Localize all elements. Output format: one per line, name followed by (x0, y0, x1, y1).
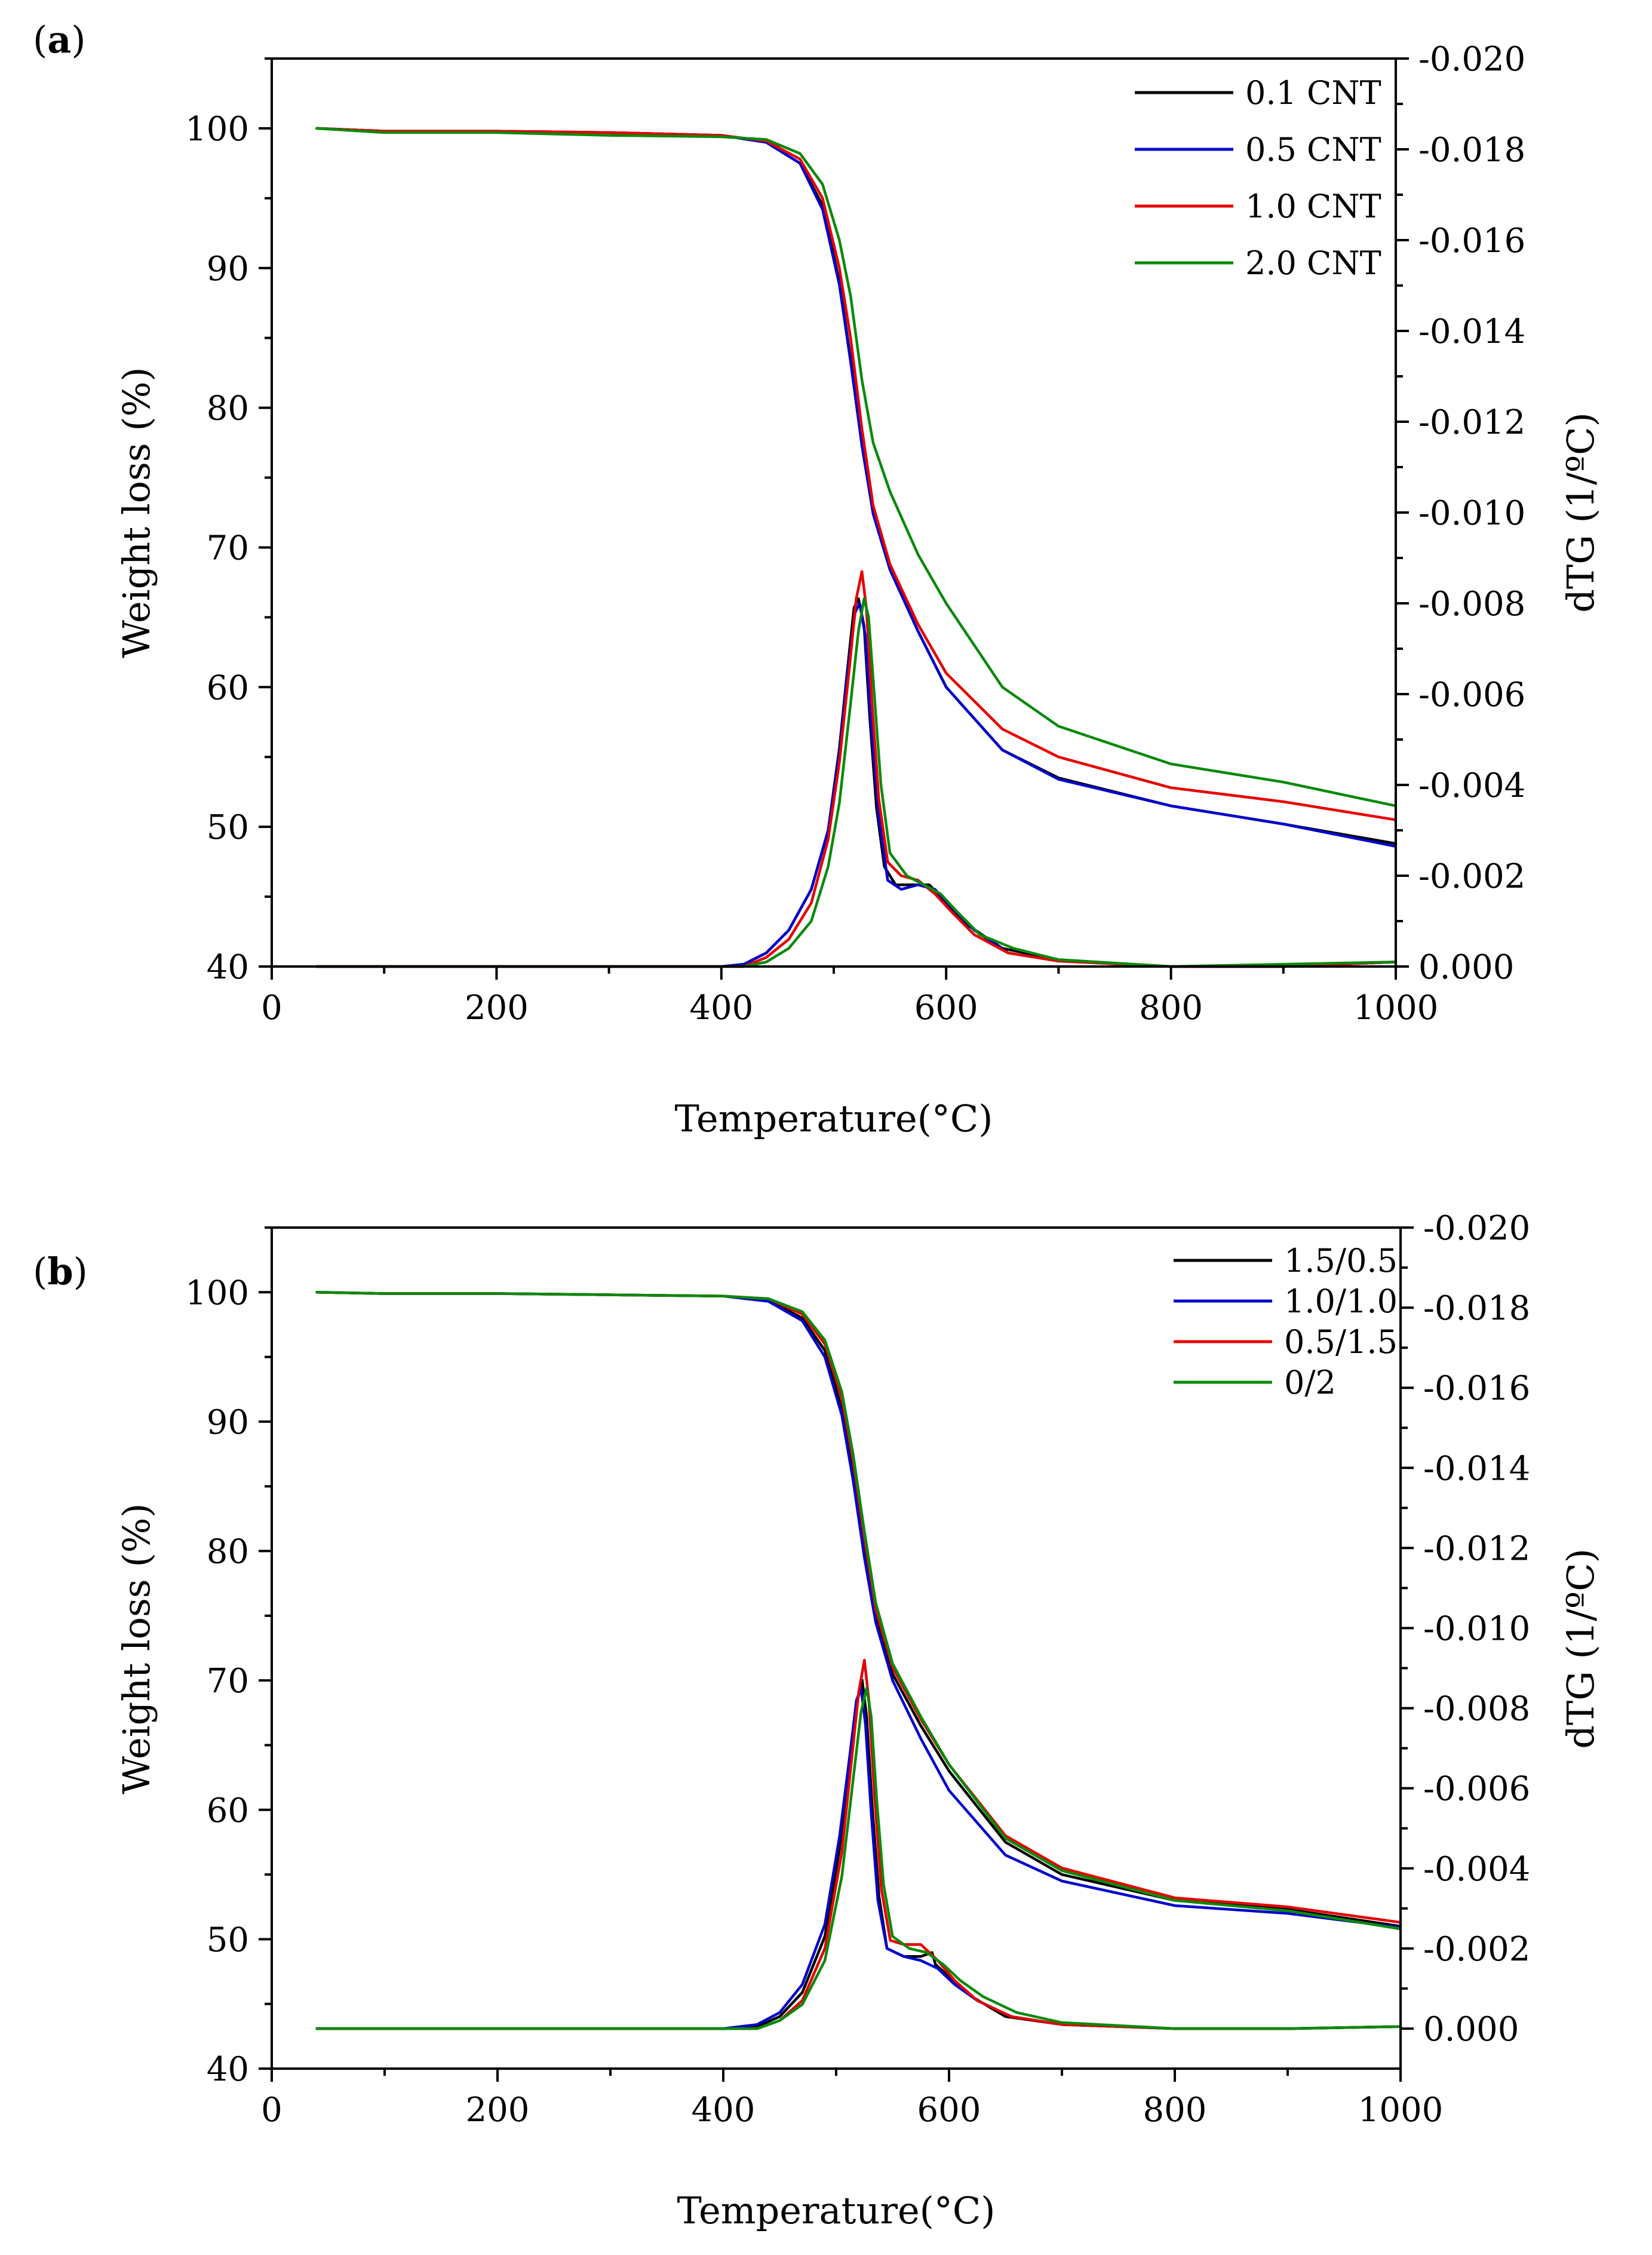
panel-a-xtick-label: 0 (261, 989, 283, 1027)
panel-b-y2tick-label: -0.008 (1423, 1690, 1530, 1729)
panel-a-xtick-label: 800 (1139, 989, 1203, 1027)
panel-a-y2label: dTG (1/ºC) (1559, 412, 1602, 613)
panel-b-xtick-label: 800 (1143, 2091, 1207, 2130)
panel-b-ytick-label: 90 (207, 1403, 249, 1442)
panel-b-weight-curve-0-5-1-5 (315, 1291, 1402, 1924)
panel-a-xlabel: Temperature(°C) (675, 1097, 993, 1140)
panel-b-xtick-label: 0 (261, 2091, 283, 2130)
panel-b-ytick-label: 60 (207, 1791, 249, 1830)
panel-a-dtg-curve-1-0-cnt (315, 570, 1398, 968)
panel-b-weight-curve-1-5-0-5 (315, 1291, 1402, 1928)
panel-b-y2tick-label: 0.000 (1423, 2010, 1519, 2049)
panel-b-xtick-label: 200 (466, 2091, 530, 2130)
panel-a-legend-label-0-1-cnt: 0.1 CNT (1245, 74, 1381, 112)
panel-a-y2tick-label: -0.010 (1418, 494, 1525, 533)
panel-b-y2tick-label: -0.018 (1423, 1289, 1530, 1328)
panel-a-weight-curve-0-1-cnt (315, 127, 1398, 845)
panel-a-xtick-label: 200 (465, 989, 529, 1027)
panel-b-dtg-curve-1-5-0-5 (315, 1679, 1402, 2030)
panel-b-ytick-label: 70 (207, 1662, 249, 1701)
panel-b-legend-label-1-5-0-5: 1.5/0.5 (1284, 1242, 1398, 1280)
panel-b-y2tick-label: -0.004 (1423, 1850, 1530, 1889)
panel-a-y2tick-label: -0.002 (1418, 857, 1525, 896)
panel-b-legend-label-1-0-1-0: 1.0/1.0 (1284, 1283, 1398, 1320)
panel-b-ylabel: Weight loss (%) (115, 1503, 158, 1794)
panel-a-ylabel: Weight loss (%) (115, 367, 158, 658)
panel-a-ytick-label: 50 (207, 808, 249, 847)
panel-b-dtg-curve-0-2 (315, 1686, 1402, 2030)
panel-b-ytick-label: 80 (207, 1533, 249, 1572)
panel-a-ytick-label: 60 (207, 668, 249, 707)
panel-b-y2tick-label: -0.014 (1423, 1449, 1530, 1488)
panel-a-y2tick-label: -0.004 (1418, 766, 1525, 805)
panel-a-ytick-label: 100 (185, 110, 249, 149)
panel-b-xtick-label: 600 (917, 2091, 981, 2130)
panel-a-label: (a) (33, 18, 86, 62)
panel-b-legend-label-0-5-1-5: 0.5/1.5 (1284, 1323, 1398, 1361)
panel-a-y2tick-label: -0.016 (1418, 222, 1525, 260)
panel-a-y2tick-label: -0.008 (1418, 585, 1525, 624)
panel-a-weight-curve-1-0-cnt (315, 127, 1398, 821)
panel-a-y2tick-label: -0.012 (1418, 403, 1525, 442)
panel-a-ytick-label: 80 (207, 389, 249, 428)
panel-a-chart: (a) 0 200 400 600 800 1000 40 50 60 70 80 90 100 0.… (33, 18, 1602, 1140)
panel-a-legend: 0.1 CNT 0.5 CNT 1.0 CNT 2.0 CNT (1135, 74, 1381, 282)
panel-a-ytick-label: 70 (207, 529, 249, 567)
panel-b-dtg-curve-0-5-1-5 (315, 1658, 1402, 2030)
panel-a-dtg-curve-2-0-cnt (315, 597, 1398, 968)
panel-b-y2tick-label: -0.016 (1423, 1369, 1530, 1408)
panel-b-y2tick-label: -0.020 (1423, 1209, 1530, 1248)
panel-b-legend-label-0-2: 0/2 (1284, 1364, 1336, 1401)
panel-b-ytick-label: 100 (185, 1274, 249, 1312)
panel-b-label: (b) (33, 1250, 88, 1293)
panel-a-weight-curve-2-0-cnt (315, 127, 1398, 808)
panel-b-ytick-label: 50 (207, 1920, 249, 1959)
panel-a-legend-label-1-0-cnt: 1.0 CNT (1245, 188, 1381, 225)
panel-b-y2tick-label: -0.006 (1423, 1770, 1530, 1809)
panel-b-weight-curve-1-0-1-0 (315, 1291, 1402, 1929)
panel-a-xtick-label: 600 (914, 989, 978, 1027)
panel-a-xtick-label: 400 (689, 989, 753, 1027)
panel-a-ytick-label: 40 (207, 948, 249, 987)
panel-b-xlabel: Temperature(°C) (677, 2189, 996, 2232)
panel-b-xtick-label: 1000 (1358, 2091, 1444, 2130)
panel-b-legend: 1.5/0.51.0/1.00.5/1.50/2 (1174, 1242, 1398, 1401)
panel-b-y2tick-label: -0.010 (1423, 1609, 1530, 1648)
panel-a-legend-label-2-0-cnt: 2.0 CNT (1245, 244, 1381, 282)
panel-b-weight-curve-0-2 (315, 1291, 1402, 1931)
panel-a-y2tick-label: -0.018 (1418, 131, 1525, 170)
panel-a-legend-label-0-5-cnt: 0.5 CNT (1245, 131, 1381, 168)
panel-b-y2tick-label: -0.012 (1423, 1529, 1530, 1568)
panel-a-xtick-label: 1000 (1353, 989, 1439, 1027)
panel-a-y2tick-label: -0.020 (1418, 40, 1525, 79)
panel-b-chart: (b) 0 200 400 600 800 1000 40 50 60 70 80 90 100 0.… (33, 1209, 1602, 2232)
panel-b-curves (315, 1291, 1402, 2030)
panel-b-frame (271, 1226, 1402, 2070)
panel-a-weight-curve-0-5-cnt (315, 127, 1398, 848)
panel-b-ytick-label: 40 (207, 2050, 249, 2089)
panel-a-ytick-label: 90 (207, 250, 249, 289)
panel-a-y2tick-label: -0.006 (1418, 676, 1525, 714)
panel-a-curves (315, 127, 1398, 968)
panel-b-xtick-label: 400 (692, 2091, 756, 2130)
panel-a-y2tick-label: -0.014 (1418, 312, 1525, 351)
panel-b-y2label: dTG (1/ºC) (1559, 1548, 1602, 1749)
panel-a-y2tick-label: 0.000 (1418, 948, 1514, 987)
panel-b-y2tick-label: -0.002 (1423, 1930, 1530, 1969)
